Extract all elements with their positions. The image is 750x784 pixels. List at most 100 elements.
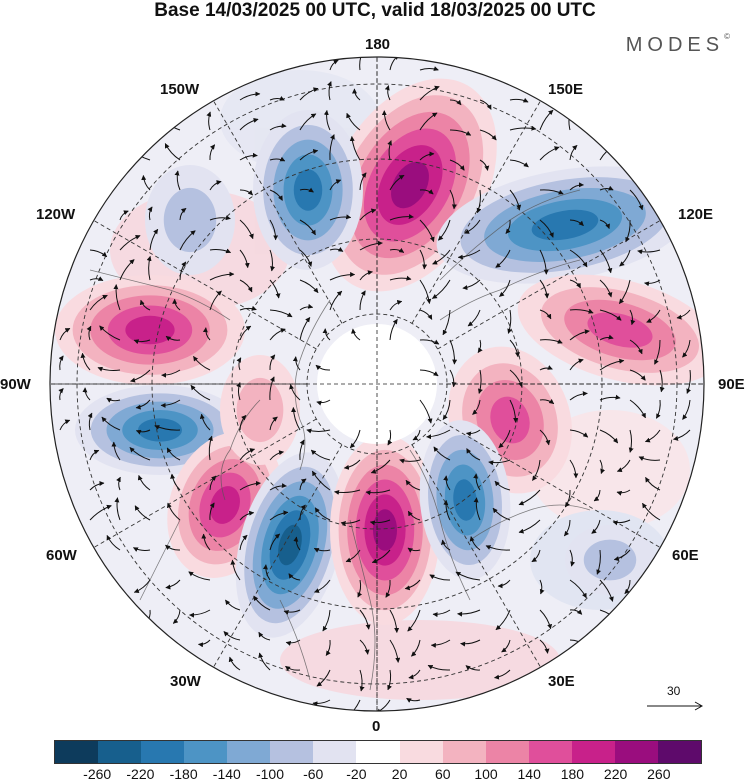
wind-arrow bbox=[106, 535, 121, 551]
wind-arrow bbox=[174, 170, 181, 191]
wind-arrow bbox=[239, 448, 256, 461]
lon-label-150w: 150W bbox=[160, 81, 200, 98]
wind-arrow bbox=[310, 449, 331, 461]
wind-arrow bbox=[645, 477, 661, 491]
wind-arrow bbox=[613, 549, 631, 562]
wind-arrow bbox=[170, 473, 181, 491]
wind-arrow bbox=[407, 547, 421, 553]
wind-arrow bbox=[119, 210, 129, 221]
wind-arrow bbox=[119, 234, 141, 251]
wind-arrow bbox=[299, 87, 319, 101]
wind-arrow bbox=[209, 180, 222, 191]
wind-arrow bbox=[239, 279, 253, 293]
negative-anomaly bbox=[137, 418, 183, 442]
wind-arrow bbox=[599, 249, 613, 274]
wind-arrow bbox=[539, 249, 549, 275]
wind-arrow bbox=[346, 112, 361, 131]
wind-arrow bbox=[172, 298, 181, 311]
wind-arrow bbox=[269, 450, 284, 461]
wind-arrow bbox=[133, 579, 151, 594]
wind-arrow bbox=[387, 140, 392, 161]
wind-arrow bbox=[299, 303, 314, 311]
wind-arrow bbox=[509, 369, 523, 388]
wind-arrow bbox=[599, 185, 614, 191]
wind-arrow bbox=[239, 305, 257, 311]
wind-arrow bbox=[154, 425, 181, 431]
wind-arrow bbox=[569, 429, 589, 438]
colorbar bbox=[54, 740, 702, 764]
wind-arrow bbox=[209, 475, 217, 491]
wind-arrow bbox=[389, 174, 405, 191]
wind-arrow bbox=[201, 533, 211, 551]
wind-arrow bbox=[479, 159, 490, 171]
wind-arrow bbox=[569, 579, 587, 599]
wind-arrow bbox=[133, 339, 151, 345]
colorbar-cell bbox=[571, 741, 615, 763]
wind-arrow bbox=[111, 441, 121, 461]
wind-arrow bbox=[387, 669, 392, 691]
colorbar-cell bbox=[442, 741, 486, 763]
wind-arrow bbox=[596, 549, 602, 575]
wind-arrow bbox=[359, 669, 365, 692]
wind-arrow bbox=[299, 148, 319, 161]
wind-arrow bbox=[137, 474, 151, 491]
wind-arrow bbox=[449, 369, 457, 388]
wind-arrow bbox=[253, 595, 271, 611]
wind-arrow bbox=[283, 609, 301, 615]
wind-arrow bbox=[599, 219, 610, 230]
wind-arrow bbox=[357, 579, 363, 598]
wind-arrow bbox=[676, 309, 691, 320]
wind-arrow bbox=[329, 179, 342, 191]
wind-arrow bbox=[239, 219, 254, 240]
wind-arrow bbox=[188, 571, 211, 581]
colorbar-cell bbox=[528, 741, 572, 763]
wind-arrow bbox=[505, 219, 511, 234]
wind-arrow bbox=[495, 609, 511, 631]
wind-arrow bbox=[206, 111, 212, 131]
wind-arrow bbox=[327, 81, 332, 101]
wind-arrow bbox=[239, 510, 255, 521]
wind-arrow bbox=[329, 271, 356, 281]
wind-arrow bbox=[618, 279, 631, 305]
wind-arrow bbox=[315, 364, 331, 371]
wind-arrow bbox=[539, 639, 550, 654]
wind-arrow bbox=[329, 214, 352, 221]
colorbar-cell bbox=[55, 741, 99, 763]
wind-arrow bbox=[165, 544, 181, 551]
wind-arrow bbox=[427, 664, 451, 671]
wind-arrow bbox=[292, 356, 301, 371]
wind-arrow bbox=[442, 399, 451, 420]
wind-arrow bbox=[80, 352, 91, 371]
lon-label-60w: 60W bbox=[46, 547, 77, 564]
map-title: Base 14/03/2025 00 UTC, valid 18/03/2025… bbox=[154, 0, 596, 21]
wind-arrow bbox=[101, 416, 121, 431]
wind-arrow bbox=[299, 249, 313, 267]
wind-arrow bbox=[113, 284, 121, 311]
wind-arrow bbox=[419, 66, 439, 71]
wind-arrow bbox=[629, 339, 643, 355]
wind-arrow bbox=[659, 369, 665, 393]
wind-arrow bbox=[239, 325, 252, 341]
wind-arrow bbox=[359, 290, 366, 311]
wind-arrow bbox=[375, 699, 391, 711]
colorbar-tick-label: -20 bbox=[346, 766, 367, 782]
wind-arrow bbox=[477, 339, 483, 353]
wind-arrow bbox=[539, 146, 560, 161]
wind-arrow bbox=[389, 609, 400, 633]
wind-arrow bbox=[269, 219, 279, 241]
wind-arrow bbox=[239, 534, 248, 551]
wind-arrow bbox=[509, 339, 520, 358]
negative-anomaly bbox=[583, 539, 637, 581]
wind-arrow bbox=[599, 334, 614, 341]
wind-arrow bbox=[509, 159, 529, 168]
wind-arrow bbox=[239, 117, 259, 131]
wind-arrow bbox=[654, 339, 661, 365]
positive-anomaly bbox=[125, 315, 175, 345]
wind-arrow bbox=[569, 219, 584, 226]
wind-arrow bbox=[569, 182, 584, 191]
wind-arrow bbox=[351, 328, 361, 341]
wind-arrow bbox=[419, 309, 433, 320]
wind-arrow bbox=[340, 519, 361, 526]
brand-text: MODES bbox=[625, 34, 725, 56]
